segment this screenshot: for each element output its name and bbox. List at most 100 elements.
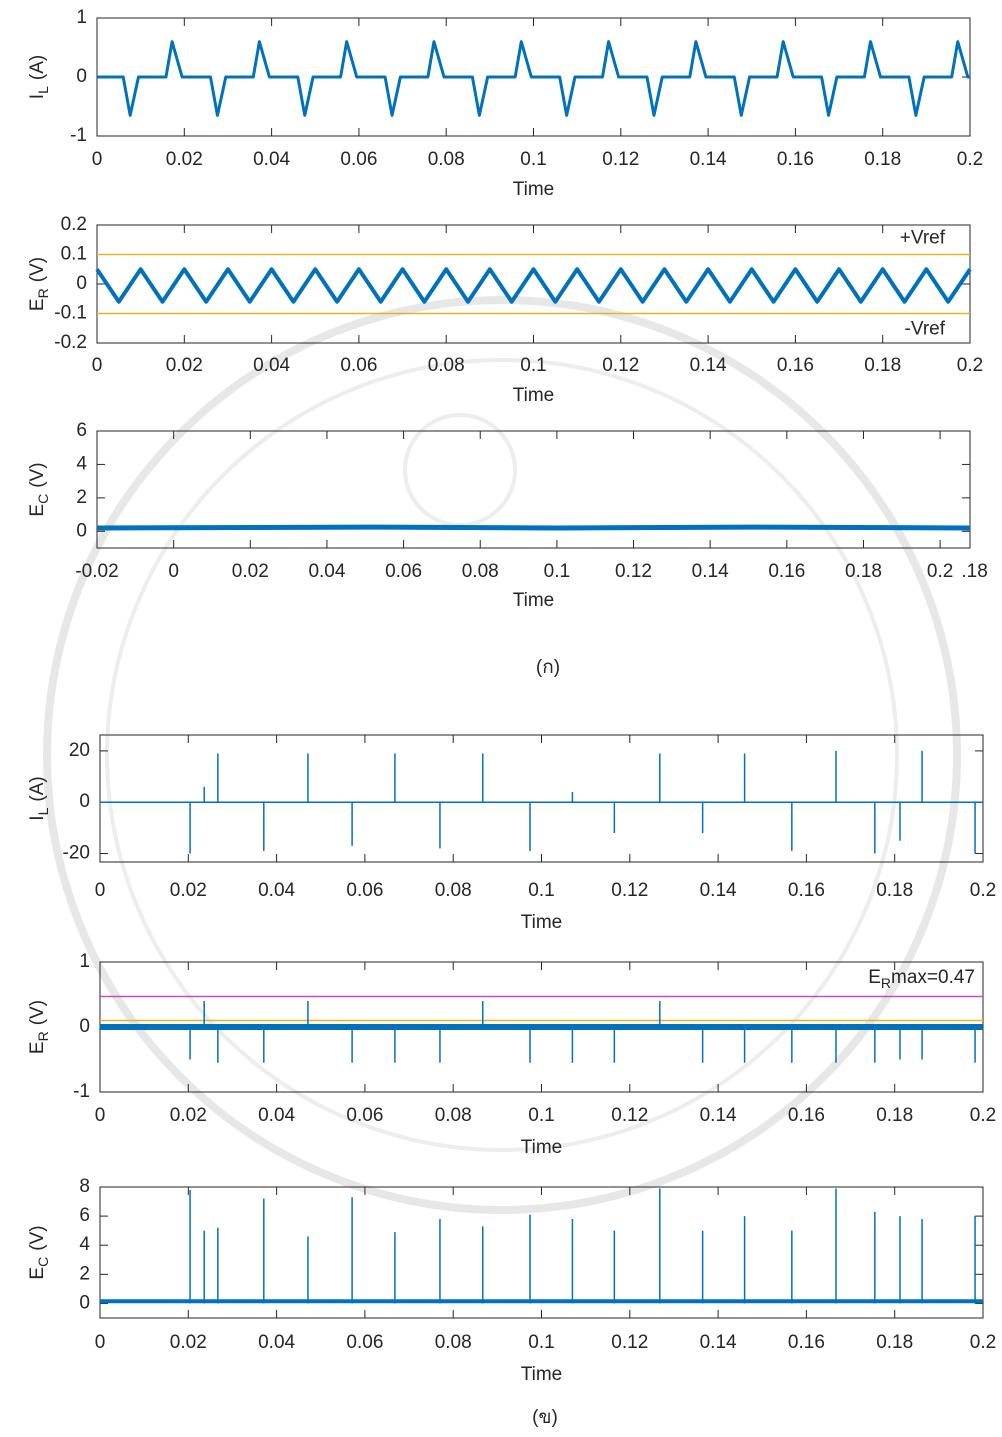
axes-frame: [99, 734, 984, 863]
x-axis-label: Time: [513, 179, 555, 200]
x-tick-label: 0.2: [957, 149, 983, 170]
x-tick-label: 0.2: [957, 355, 983, 376]
label-main: E: [27, 298, 48, 311]
x-tick-label: 0: [92, 355, 103, 376]
y-tick-label: 0: [79, 1292, 90, 1313]
x-tick-label: 0.08: [435, 1105, 472, 1126]
x-tick-label: 0.2: [927, 561, 953, 582]
y-tick-label: -1: [73, 1081, 90, 1102]
x-tick-label: 0.02: [170, 1332, 207, 1353]
x-tick-label: 0: [95, 1105, 106, 1126]
label-main: I: [27, 815, 48, 820]
x-tick-label: 0.14: [690, 355, 727, 376]
x-tick-label: 0.08: [428, 149, 465, 170]
annotation: ERmax=0.47: [868, 967, 975, 991]
y-tick-label: 1: [76, 7, 87, 28]
x-tick-label: 0.06: [346, 1105, 383, 1126]
x-tick-label: 0.1: [528, 880, 554, 901]
y-tick-label: 0.2: [61, 214, 87, 235]
label-unit: (V): [27, 462, 48, 487]
x-tick-label: 0.02: [166, 355, 203, 376]
x-tick-label: 0.18: [876, 880, 913, 901]
annotation-rest: max=0.47: [891, 967, 975, 988]
y-axis-label: IL (A): [27, 55, 51, 99]
x-tick-label: 0.1: [520, 149, 546, 170]
x-tick-label: 0.02: [232, 561, 269, 582]
x-tick-label: 0.1: [544, 561, 570, 582]
x-tick-label: 0.04: [258, 880, 295, 901]
y-tick-label: 6: [79, 1205, 90, 1226]
x-tick-label: 0.2: [970, 1105, 996, 1126]
x-tick-label: 0.2: [970, 1332, 996, 1353]
label-subscript: L: [35, 807, 51, 815]
x-tick-label: 0.08: [428, 355, 465, 376]
y-tick-label: -20: [63, 843, 90, 864]
label-unit: (V): [27, 1225, 48, 1250]
label-subscript: L: [35, 86, 51, 94]
x-tick-label: 0.14: [692, 561, 729, 582]
x-tick-label: 0.06: [385, 561, 422, 582]
y-axis-label: IL (A): [27, 776, 51, 820]
x-axis-label: Time: [521, 1364, 563, 1385]
x-tick-label: 0.12: [611, 880, 648, 901]
x-tick-label: 0.12: [602, 355, 639, 376]
x-tick-label: 0.18: [876, 1332, 913, 1353]
watermark-ring: [43, 296, 961, 1214]
y-tick-label: 4: [76, 453, 87, 474]
x-tick-label: 0.02: [170, 1105, 207, 1126]
x-tick-label: 0.06: [346, 1332, 383, 1353]
label-subscript: R: [35, 1031, 51, 1041]
label-subscript: R: [35, 288, 51, 298]
subplot: 0 0.02 0.04 0.06 0.08 0.1 0.12 0.14 0.16 0.18 0.2 -…: [27, 734, 996, 933]
x-axis-label: Time: [513, 385, 555, 406]
label-main: E: [27, 1041, 48, 1054]
y-tick-label: 0: [76, 273, 87, 294]
x-tick-label: 0.12: [611, 1332, 648, 1353]
x-tick-label: 0.16: [788, 880, 825, 901]
x-tick-label: 0.1: [528, 1105, 554, 1126]
x-tick-label: 0.02: [170, 880, 207, 901]
y-tick-label: 0: [76, 66, 87, 87]
y-tick-label: 6: [76, 420, 87, 441]
x-tick-label: 0: [92, 149, 103, 170]
x-tick-label: 0.04: [258, 1332, 295, 1353]
x-tick-label: 0.16: [777, 149, 814, 170]
label-main: E: [27, 1267, 48, 1280]
x-axis-label: Time: [513, 590, 555, 611]
y-tick-label: -1: [70, 125, 87, 146]
reference-label: +Vref: [900, 228, 946, 249]
x-axis-label: Time: [521, 1137, 563, 1158]
x-tick-label: 0.18: [864, 149, 901, 170]
x-tick-label: 0.14: [690, 149, 727, 170]
x-tick-label: -0.02: [75, 561, 118, 582]
y-tick-label: 1: [79, 951, 90, 972]
label-unit: (V): [27, 1000, 48, 1025]
x-tick-label: 0.1: [520, 355, 546, 376]
label-subscript: C: [35, 494, 51, 504]
x-tick-label: 0.04: [253, 149, 290, 170]
watermark: [43, 296, 961, 1214]
annotation-main: E: [868, 967, 881, 988]
caption: (ก): [536, 657, 560, 678]
x-tick-label: 0.08: [435, 880, 472, 901]
x-tick-label: 0.18: [845, 561, 882, 582]
x-tick-label: 0.18: [876, 1105, 913, 1126]
y-tick-label: -0.1: [54, 303, 87, 324]
watermark-sun: [403, 413, 517, 527]
label-unit: (A): [27, 776, 48, 801]
subplot: 0 0.02 0.04 0.06 0.08 0.1 0.12 0.14 0.16 0.18 0.2 -…: [27, 951, 996, 1158]
label-unit: (V): [27, 257, 48, 282]
watermark-ring: [105, 358, 899, 1152]
label-subscript: C: [35, 1257, 51, 1267]
x-tick-label: 0.16: [777, 355, 814, 376]
x-tick-label: 0.04: [258, 1105, 295, 1126]
x-tick-label: 0.12: [611, 1105, 648, 1126]
x-tick-label: 0.08: [435, 1332, 472, 1353]
x-tick-label: 0.2: [970, 880, 996, 901]
x-tick-label: 0.08: [462, 561, 499, 582]
y-axis-label: ER (V): [27, 257, 51, 311]
x-tick-label: 0.04: [253, 355, 290, 376]
x-tick-label: 0.02: [166, 149, 203, 170]
y-tick-label: 0: [79, 1016, 90, 1037]
x-tick-label: 0.16: [768, 561, 805, 582]
